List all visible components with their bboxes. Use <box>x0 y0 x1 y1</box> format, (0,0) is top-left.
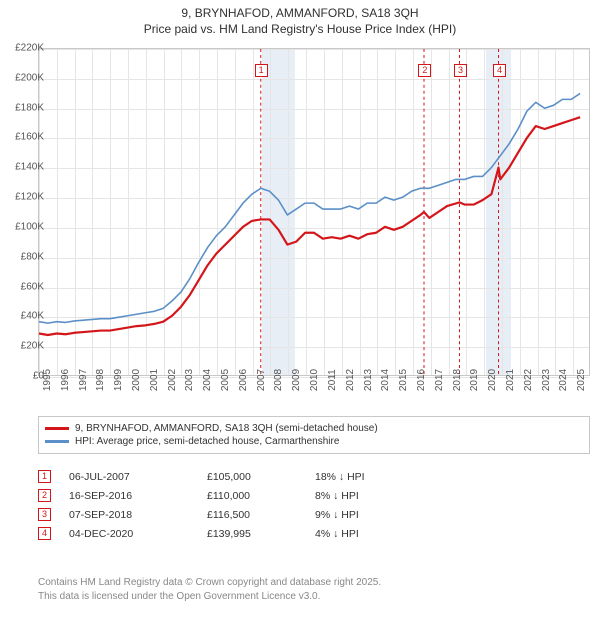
x-axis-label: 2000 <box>131 369 142 391</box>
x-axis-label: 2012 <box>345 369 356 391</box>
legend-swatch <box>45 427 69 430</box>
transaction-pct: 4% ↓ HPI <box>315 528 425 540</box>
transaction-marker: 2 <box>38 489 51 502</box>
chart-title: 9, BRYNHAFOD, AMMANFORD, SA18 3QH Price … <box>0 0 600 36</box>
x-axis-label: 2007 <box>256 369 267 391</box>
x-axis-label: 2008 <box>273 369 284 391</box>
x-axis-label: 2022 <box>523 369 534 391</box>
chart-marker: 4 <box>493 64 506 77</box>
y-axis-label: £120K <box>4 192 44 203</box>
x-axis-label: 2023 <box>541 369 552 391</box>
transaction-date: 04-DEC-2020 <box>69 528 189 540</box>
transaction-price: £116,500 <box>207 509 297 521</box>
y-axis-label: £20K <box>4 341 44 352</box>
y-axis-label: £180K <box>4 102 44 113</box>
legend-item: 9, BRYNHAFOD, AMMANFORD, SA18 3QH (semi-… <box>45 423 583 434</box>
transaction-pct: 8% ↓ HPI <box>315 490 425 502</box>
legend-item: HPI: Average price, semi-detached house,… <box>45 436 583 447</box>
x-axis-label: 2020 <box>487 369 498 391</box>
legend-label: 9, BRYNHAFOD, AMMANFORD, SA18 3QH (semi-… <box>75 423 378 434</box>
transaction-row: 2 16-SEP-2016 £110,000 8% ↓ HPI <box>38 489 590 502</box>
x-axis-label: 2017 <box>434 369 445 391</box>
x-axis-label: 2025 <box>576 369 587 391</box>
y-axis-label: £80K <box>4 251 44 262</box>
x-axis-label: 2010 <box>309 369 320 391</box>
transaction-row: 3 07-SEP-2018 £116,500 9% ↓ HPI <box>38 508 590 521</box>
x-axis-label: 1997 <box>78 369 89 391</box>
x-axis-label: 2015 <box>398 369 409 391</box>
transaction-date: 06-JUL-2007 <box>69 471 189 483</box>
chart-marker: 1 <box>255 64 268 77</box>
legend-box: 9, BRYNHAFOD, AMMANFORD, SA18 3QH (semi-… <box>38 416 590 454</box>
transaction-date: 07-SEP-2018 <box>69 509 189 521</box>
y-axis-label: £140K <box>4 162 44 173</box>
x-axis-label: 2019 <box>469 369 480 391</box>
title-line-2: Price paid vs. HM Land Registry's House … <box>0 22 600 36</box>
transaction-row: 1 06-JUL-2007 £105,000 18% ↓ HPI <box>38 470 590 483</box>
footer-line-1: Contains HM Land Registry data © Crown c… <box>38 576 590 590</box>
transaction-pct: 9% ↓ HPI <box>315 509 425 521</box>
transaction-pct: 18% ↓ HPI <box>315 471 425 483</box>
x-axis-label: 2003 <box>184 369 195 391</box>
y-axis-label: £160K <box>4 132 44 143</box>
x-axis-label: 1998 <box>95 369 106 391</box>
chart-svg <box>39 49 589 375</box>
legend-swatch <box>45 440 69 443</box>
y-axis-label: £100K <box>4 221 44 232</box>
transaction-marker: 4 <box>38 527 51 540</box>
title-line-1: 9, BRYNHAFOD, AMMANFORD, SA18 3QH <box>0 6 600 20</box>
transaction-price: £110,000 <box>207 490 297 502</box>
chart-marker: 2 <box>418 64 431 77</box>
legend-label: HPI: Average price, semi-detached house,… <box>75 436 339 447</box>
x-axis-label: 2004 <box>202 369 213 391</box>
y-axis-label: £40K <box>4 311 44 322</box>
footer-line-2: This data is licensed under the Open Gov… <box>38 590 590 604</box>
x-axis-label: 2005 <box>220 369 231 391</box>
transaction-row: 4 04-DEC-2020 £139,995 4% ↓ HPI <box>38 527 590 540</box>
y-axis-label: £0 <box>4 371 44 382</box>
x-axis-label: 2001 <box>149 369 160 391</box>
y-axis-label: £200K <box>4 72 44 83</box>
x-axis-label: 1999 <box>113 369 124 391</box>
chart-plot-area: 1 2 3 4 <box>38 48 590 376</box>
x-axis-label: 2016 <box>416 369 427 391</box>
x-axis-label: 2002 <box>167 369 178 391</box>
x-axis-label: 2006 <box>238 369 249 391</box>
transaction-price: £139,995 <box>207 528 297 540</box>
chart-marker: 3 <box>454 64 467 77</box>
transaction-marker: 1 <box>38 470 51 483</box>
x-axis-label: 1996 <box>60 369 71 391</box>
x-axis-label: 2009 <box>291 369 302 391</box>
x-axis-label: 2014 <box>380 369 391 391</box>
y-axis-label: £220K <box>4 43 44 54</box>
x-axis-label: 2018 <box>452 369 463 391</box>
x-axis-label: 2011 <box>327 369 338 391</box>
x-axis-label: 2024 <box>558 369 569 391</box>
transaction-marker: 3 <box>38 508 51 521</box>
x-axis-label: 2013 <box>363 369 374 391</box>
footer-attribution: Contains HM Land Registry data © Crown c… <box>38 576 590 603</box>
transaction-price: £105,000 <box>207 471 297 483</box>
x-axis-label: 2021 <box>505 369 516 391</box>
transaction-date: 16-SEP-2016 <box>69 490 189 502</box>
y-axis-label: £60K <box>4 281 44 292</box>
transactions-table: 1 06-JUL-2007 £105,000 18% ↓ HPI 2 16-SEP-201… <box>38 464 590 546</box>
x-axis-label: 1995 <box>42 369 53 391</box>
